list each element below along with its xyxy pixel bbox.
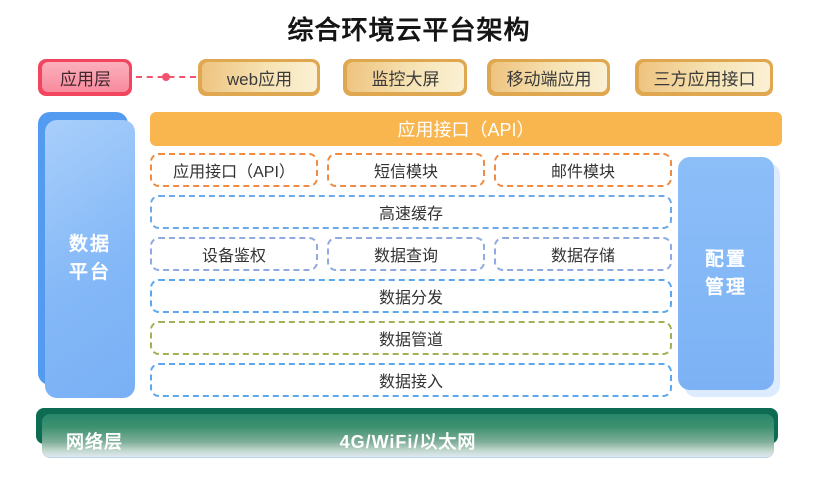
page-title: 综合环境云平台架构 <box>287 15 531 45</box>
network-layer-label: 网络层 <box>66 432 123 452</box>
module-data-distribution: 数据分发 <box>150 279 672 313</box>
data-platform-line1: 数据 <box>68 234 111 256</box>
app-box-third-party: 三方应用接口 <box>635 59 773 96</box>
app-box-mobile: 移动端应用 <box>487 59 610 96</box>
config-management-column: 配置 管理 <box>678 157 780 397</box>
config-management-label: 配置 管理 <box>678 157 774 390</box>
module-data-access: 数据接入 <box>150 363 672 397</box>
app-layer-chip-label: 应用层 <box>42 62 129 92</box>
api-bar: 应用接口（API） <box>150 112 782 146</box>
connector-line <box>136 73 196 81</box>
module-email: 邮件模块 <box>494 153 672 187</box>
config-management-line1: 配置 <box>704 248 747 270</box>
network-layer-bar: 网络层 4G/WiFi/以太网 <box>36 408 778 458</box>
data-platform-column: 数据 平台 <box>38 112 135 398</box>
app-box-monitor-label: 监控大屏 <box>347 62 464 92</box>
app-box-mobile-label: 移动端应用 <box>491 62 607 92</box>
app-box-monitor-screen: 监控大屏 <box>343 59 467 96</box>
network-layer-value: 4G/WiFi/以太网 <box>339 432 477 452</box>
data-platform-label: 数据 平台 <box>45 120 135 398</box>
module-data-query: 数据查询 <box>327 237 485 271</box>
connector-dot <box>162 73 170 81</box>
app-box-web-label: web应用 <box>202 62 317 92</box>
module-api: 应用接口（API） <box>150 153 318 187</box>
network-layer-front: 网络层 4G/WiFi/以太网 <box>42 414 774 458</box>
config-management-line2: 管理 <box>704 276 747 298</box>
app-box-third-party-label: 三方应用接口 <box>639 62 770 92</box>
data-platform-line2: 平台 <box>68 262 111 283</box>
module-device-auth: 设备鉴权 <box>150 237 318 271</box>
app-layer-chip: 应用层 <box>38 59 132 96</box>
module-sms: 短信模块 <box>327 153 485 187</box>
module-cache: 高速缓存 <box>150 195 672 229</box>
module-data-pipeline: 数据管道 <box>150 321 672 355</box>
module-data-storage: 数据存储 <box>494 237 672 271</box>
app-box-web: web应用 <box>198 59 320 96</box>
